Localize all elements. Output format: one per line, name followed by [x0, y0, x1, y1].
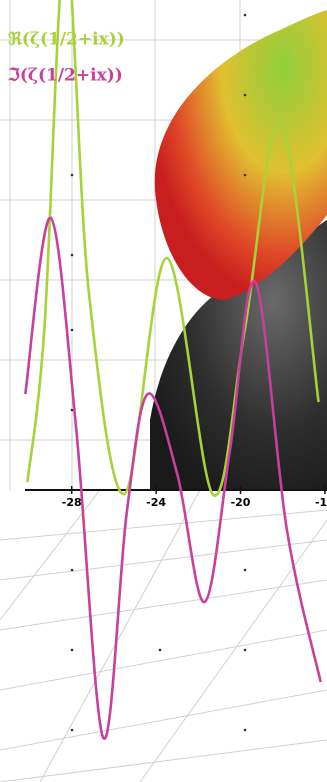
x-tick-label: -28: [62, 496, 82, 509]
legend-entry: ℑ(ζ(1/2+ix)): [7, 66, 123, 86]
chart: ℜ(ζ(1/2+ix)) ℑ(ζ(1/2+ix)) -28 -24 -20 -16: [0, 0, 327, 782]
x-tick-label: -24: [146, 496, 166, 509]
x-tick-label: -20: [231, 496, 251, 509]
legend-entry: ℜ(ζ(1/2+ix)): [8, 30, 125, 50]
x-tick-label: -16: [315, 496, 327, 509]
page: {"chart_data": {"type": "line", "series"…: [0, 0, 327, 782]
